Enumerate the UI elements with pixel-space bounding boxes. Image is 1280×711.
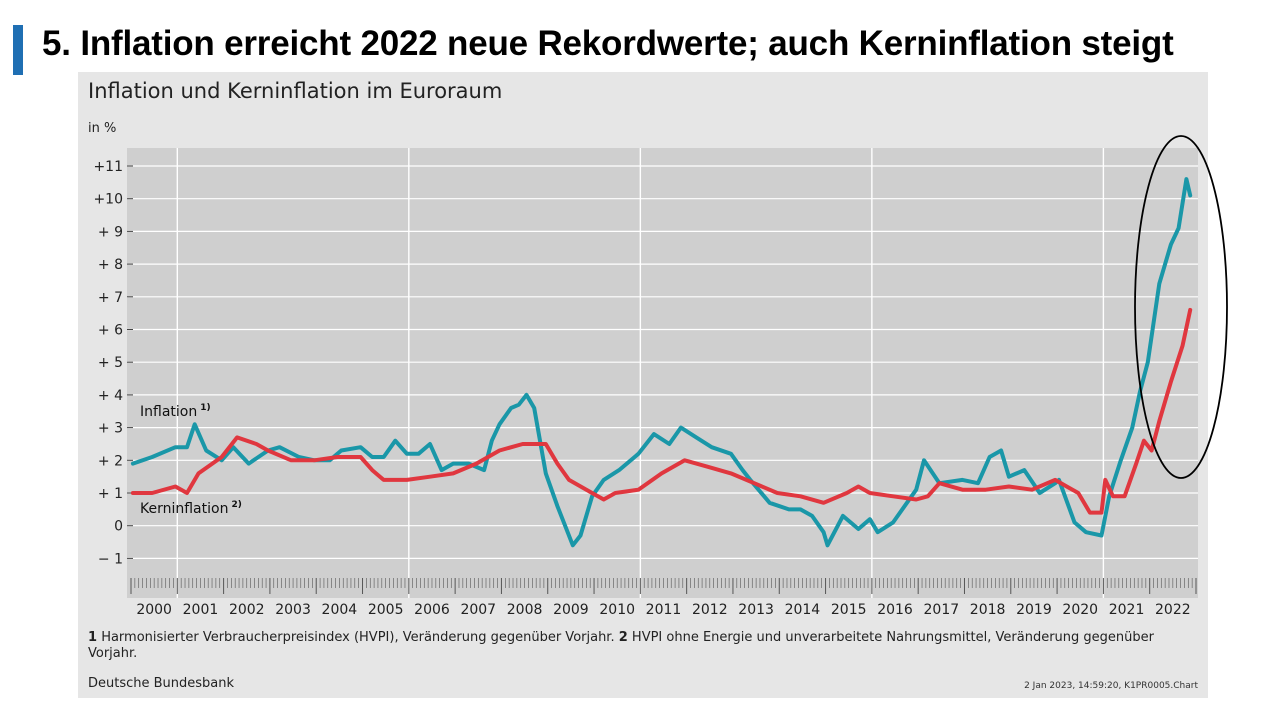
y-tick-label-11: +11 [93, 159, 123, 175]
y-tick-label-10: +10 [93, 192, 123, 208]
x-tick-label-2012: 2012 [692, 602, 728, 618]
y-tick-label--1: − 1 [98, 551, 123, 567]
x-tick-label-2016: 2016 [877, 602, 913, 618]
y-tick-label-5: + 5 [98, 355, 123, 371]
x-tick-label-2004: 2004 [322, 602, 358, 618]
x-tick-label-2002: 2002 [229, 602, 265, 618]
y-tick-label-2: + 2 [98, 453, 123, 469]
footnotes: 1 Harmonisierter Verbraucherpreisindex (… [88, 630, 1200, 662]
x-tick-label-2017: 2017 [924, 602, 960, 618]
footnote-1-text: Harmonisierter Verbraucherpreisindex (HV… [101, 630, 615, 645]
series-label-kerninflation: Kerninflation 2) [140, 500, 242, 517]
x-tick-label-2015: 2015 [831, 602, 867, 618]
x-tick-label-2019: 2019 [1016, 602, 1052, 618]
x-tick-label-2000: 2000 [136, 602, 172, 618]
y-tick-label-8: + 8 [98, 257, 123, 273]
series-label-inflation: Inflation 1) [140, 403, 211, 420]
x-tick-label-2018: 2018 [970, 602, 1006, 618]
x-tick-label-2005: 2005 [368, 602, 404, 618]
y-tick-label-7: + 7 [98, 290, 123, 306]
highlight-ellipse [1134, 135, 1228, 479]
y-tick-label-4: + 4 [98, 388, 123, 404]
y-tick-label-3: + 3 [98, 421, 123, 437]
x-tick-label-2006: 2006 [414, 602, 450, 618]
y-tick-label-6: + 6 [98, 323, 123, 339]
series-line-kerninflation [130, 307, 1193, 515]
x-tick-label-2020: 2020 [1062, 602, 1098, 618]
x-tick-label-2022: 2022 [1155, 602, 1191, 618]
footnote-2-number: 2 [618, 630, 628, 645]
footnote-1-number: 1 [88, 630, 98, 645]
x-tick-label-2007: 2007 [460, 602, 496, 618]
unit-label: in % [88, 121, 117, 136]
x-tick-label-2009: 2009 [553, 602, 589, 618]
x-tick-label-2008: 2008 [507, 602, 543, 618]
timestamp-label: 2 Jan 2023, 14:59:20, K1PR0005.Chart [1024, 681, 1198, 691]
y-tick-label-0: 0 [114, 519, 123, 535]
x-tick-label-2011: 2011 [646, 602, 682, 618]
y-tick-label-1: + 1 [98, 486, 123, 502]
chart-title: Inflation und Kerninflation im Euroraum [88, 79, 503, 103]
x-tick-label-2010: 2010 [599, 602, 635, 618]
x-tick-label-2003: 2003 [275, 602, 311, 618]
x-tick-label-2014: 2014 [785, 602, 821, 618]
slide-title: 5. Inflation erreicht 2022 neue Rekordwe… [42, 24, 1174, 63]
x-tick-label-2001: 2001 [183, 602, 219, 618]
footnote-2-text: HVPI ohne Energie und unverarbeitete Nah… [88, 630, 1154, 661]
title-accent-bar [13, 25, 23, 75]
source-label: Deutsche Bundesbank [88, 676, 235, 691]
y-tick-label-9: + 9 [98, 224, 123, 240]
plot-area [127, 148, 1198, 598]
x-tick-label-2013: 2013 [738, 602, 774, 618]
x-tick-label-2021: 2021 [1109, 602, 1145, 618]
